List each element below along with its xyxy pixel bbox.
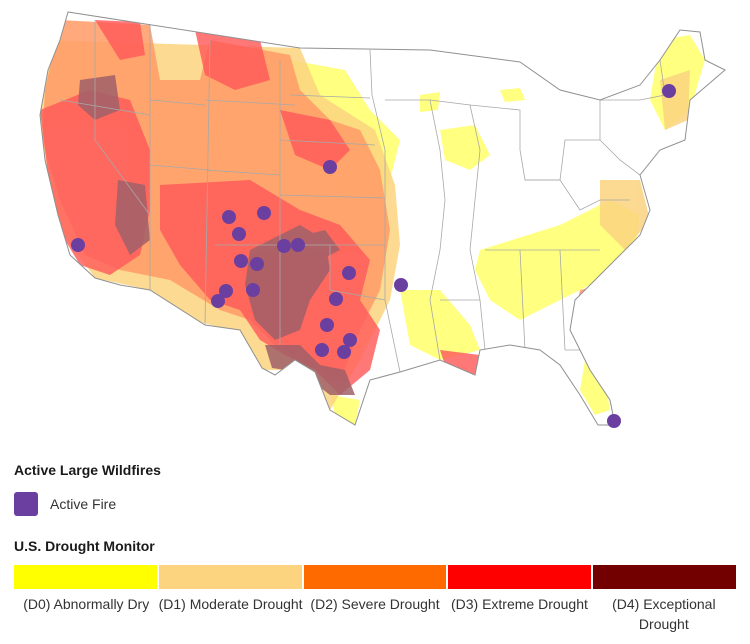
drought-label-d4: (D4) Exceptional Drought — [612, 596, 716, 632]
fire-legend-label: Active Fire — [50, 496, 117, 512]
drought-label-d2: (D2) Severe Drought — [310, 596, 440, 612]
drought-swatch-d4 — [593, 565, 736, 589]
drought-swatch-d0 — [14, 565, 159, 589]
fire-marker[interactable] — [342, 266, 356, 280]
fire-marker[interactable] — [71, 238, 85, 252]
fire-marker[interactable] — [232, 227, 246, 241]
drought-layers — [40, 20, 705, 425]
fire-marker[interactable] — [394, 278, 408, 292]
fire-marker[interactable] — [222, 210, 236, 224]
fire-marker[interactable] — [329, 292, 343, 306]
drought-swatch-d2 — [303, 565, 449, 589]
fire-marker[interactable] — [257, 206, 271, 220]
drought-map — [39, 11, 726, 428]
drought-label-d0: (D0) Abnormally Dry — [23, 596, 150, 612]
fire-marker[interactable] — [323, 160, 337, 174]
fire-marker[interactable] — [234, 254, 248, 268]
fire-marker[interactable] — [211, 294, 225, 308]
fire-marker[interactable] — [219, 284, 233, 298]
drought-label-d3: (D3) Extreme Drought — [450, 596, 588, 612]
drought-legend-labels: (D0) Abnormally Dry (D1) Moderate Drough… — [14, 594, 736, 634]
drought-label-d1: (D1) Moderate Drought — [158, 596, 303, 612]
fire-marker[interactable] — [246, 283, 260, 297]
fire-marker[interactable] — [315, 343, 329, 357]
drought-swatch-d3 — [448, 565, 594, 589]
fire-swatch — [14, 492, 38, 516]
state-borders — [59, 20, 666, 373]
fire-legend-key: Active Fire — [14, 492, 116, 516]
fire-marker[interactable] — [250, 257, 264, 271]
fire-marker[interactable] — [662, 84, 676, 98]
fire-marker[interactable] — [607, 414, 621, 428]
us-map-svg — [39, 11, 726, 428]
us-outline — [39, 11, 726, 426]
fire-markers — [71, 84, 676, 428]
fire-marker[interactable] — [320, 318, 334, 332]
fire-marker[interactable] — [337, 345, 351, 359]
drought-legend-title: U.S. Drought Monitor — [14, 538, 155, 554]
fire-marker[interactable] — [277, 239, 291, 253]
fires-legend-title: Active Large Wildfires — [14, 462, 161, 478]
fire-marker[interactable] — [343, 333, 357, 347]
fire-marker[interactable] — [291, 238, 305, 252]
drought-swatch-d1 — [158, 565, 304, 589]
drought-color-bar — [14, 565, 736, 589]
